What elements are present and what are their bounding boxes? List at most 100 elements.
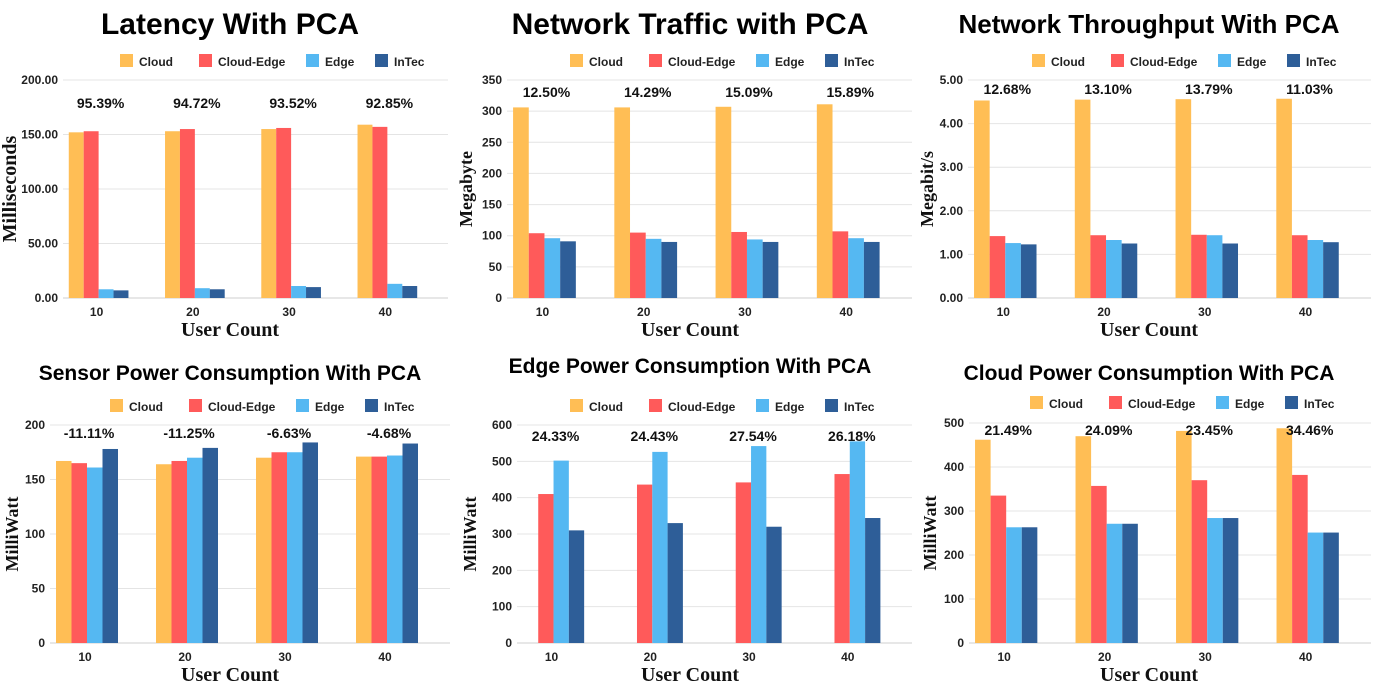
bar-cloud-edge-10 <box>528 233 545 298</box>
bar-intec-30 <box>762 241 779 298</box>
y-tick-label: 300 <box>492 527 512 541</box>
bar-cloud-edge-20 <box>1090 235 1107 298</box>
y-tick-label: 0 <box>495 291 502 305</box>
legend-swatch <box>1032 54 1045 67</box>
chart-panel-3: Network Throughput With PCA Cloud Cloud-Ed… <box>917 9 1371 341</box>
y-axis-label: MilliWatt <box>2 497 22 572</box>
x-axis-label: User Count <box>1100 319 1198 341</box>
y-tick-label: 0 <box>38 636 45 650</box>
x-tick-label: 30 <box>1199 650 1213 664</box>
y-tick-label: 500 <box>492 454 512 468</box>
y-axis-label: Megabit/s <box>917 151 937 227</box>
x-axis-label: User Count <box>641 664 739 686</box>
bar-edge-10 <box>98 289 114 298</box>
bar-cloud-edge-20 <box>1091 485 1107 643</box>
y-tick-label: 250 <box>482 135 502 149</box>
legend: Cloud Cloud-Edge Edge InTec <box>120 54 425 69</box>
bar-cloud-edge-40 <box>371 456 387 643</box>
bar-edge-30 <box>291 286 307 298</box>
bar-cloud-edge-20 <box>179 129 195 298</box>
legend-swatch <box>1287 54 1300 67</box>
bar-edge-10 <box>1006 527 1022 643</box>
y-tick-label: 0.00 <box>940 291 964 305</box>
bar-cloud-edge-30 <box>735 482 752 643</box>
y-tick-label: 4.00 <box>940 117 964 131</box>
x-tick-label: 10 <box>998 650 1012 664</box>
bar-cloud-edge-10 <box>989 236 1006 298</box>
legend-label: Cloud <box>1051 55 1085 69</box>
percent-annotation: 12.50% <box>523 84 571 100</box>
bar-intec-10 <box>568 530 585 643</box>
legend: Cloud Cloud-Edge Edge InTec <box>570 399 875 414</box>
bar-intec-20 <box>209 289 225 298</box>
legend-label: Edge <box>775 55 805 69</box>
legend-label: Cloud-Edge <box>668 400 736 414</box>
bar-edge-20 <box>1106 240 1122 298</box>
y-tick-label: 2.00 <box>940 204 964 218</box>
bar-edge-30 <box>751 446 767 643</box>
legend-label: InTec <box>1306 55 1337 69</box>
legend-swatch <box>649 54 662 67</box>
bar-cloud-20 <box>165 131 180 298</box>
legend-label: Edge <box>1237 55 1267 69</box>
chart-title: Edge Power Consumption With PCA <box>509 355 872 378</box>
bar-edge-20 <box>645 238 662 298</box>
x-tick-label: 30 <box>742 650 756 664</box>
bar-cloud-edge-10 <box>83 131 99 298</box>
legend-swatch <box>375 54 388 67</box>
bar-intec-30 <box>1222 518 1239 643</box>
bar-cloud-edge-20 <box>630 232 646 298</box>
bar-cloud-edge-40 <box>1292 474 1308 643</box>
legend-swatch <box>649 399 662 412</box>
bar-cloud-40 <box>1276 98 1292 298</box>
legend-swatch <box>570 54 583 67</box>
y-tick-label: 50 <box>489 260 503 274</box>
legend: Cloud Cloud-Edge Edge InTec <box>1030 396 1335 411</box>
bar-edge-10 <box>553 460 569 643</box>
x-tick-label: 40 <box>1299 305 1313 319</box>
bar-cloud-10 <box>513 107 529 298</box>
legend-swatch <box>1218 54 1231 67</box>
percent-annotation: 12.68% <box>984 81 1032 97</box>
bar-edge-40 <box>849 441 866 643</box>
bar-cloud-edge-40 <box>834 474 850 643</box>
legend-label: InTec <box>384 400 415 414</box>
percent-annotation: 15.89% <box>826 84 874 100</box>
bar-intec-40 <box>402 286 418 298</box>
bar-intec-40 <box>1323 242 1339 298</box>
legend-label: Cloud <box>139 55 173 69</box>
percent-annotation: -6.63% <box>267 425 312 441</box>
legend-label: Cloud-Edge <box>218 55 286 69</box>
chart-title: Network Throughput With PCA <box>958 9 1339 39</box>
percent-annotation: -4.68% <box>367 425 412 441</box>
y-tick-label: 1.00 <box>940 247 964 261</box>
percent-annotation: 21.49% <box>984 422 1032 438</box>
percent-annotation: 24.43% <box>631 428 679 444</box>
legend-swatch <box>296 399 309 412</box>
legend-label: InTec <box>1304 397 1335 411</box>
percent-annotation: 95.39% <box>77 95 125 111</box>
legend-label: Cloud-Edge <box>668 55 736 69</box>
bar-intec-30 <box>302 442 318 643</box>
y-tick-label: 5.00 <box>940 73 964 87</box>
bar-cloud-edge-10 <box>538 494 554 643</box>
x-tick-label: 10 <box>545 650 559 664</box>
bar-cloud-edge-40 <box>832 231 849 298</box>
y-tick-label: 100 <box>944 592 964 606</box>
bar-cloud-edge-30 <box>271 452 287 643</box>
bar-intec-30 <box>306 287 321 298</box>
y-axis-label: Milliseconds <box>0 135 21 242</box>
bar-edge-30 <box>1207 518 1223 643</box>
x-axis-label: User Count <box>641 319 739 341</box>
bar-cloud-edge-10 <box>990 495 1007 643</box>
x-tick-label: 20 <box>186 305 200 319</box>
percent-annotation: 23.45% <box>1185 422 1233 438</box>
bar-cloud-30 <box>1176 430 1192 643</box>
percent-annotation: 15.09% <box>725 84 773 100</box>
x-tick-label: 20 <box>1098 650 1112 664</box>
percent-annotation: 94.72% <box>173 95 221 111</box>
bar-intec-20 <box>661 241 678 298</box>
bar-cloud-edge-40 <box>1291 235 1308 298</box>
chart-title: Latency With PCA <box>101 8 359 41</box>
